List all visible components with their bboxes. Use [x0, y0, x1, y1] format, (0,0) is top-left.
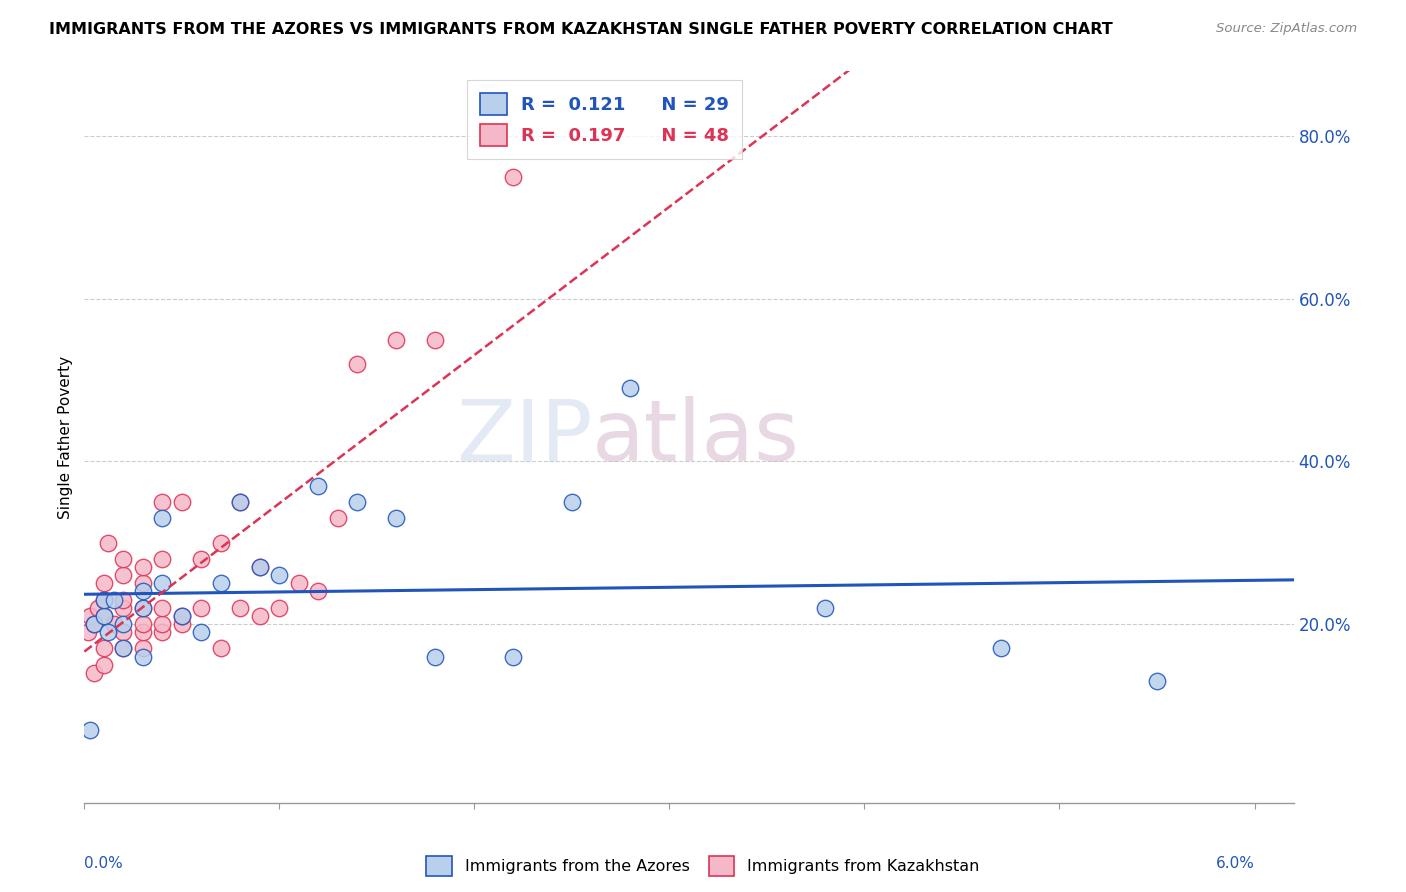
Point [814, 600, 837, 615]
Point [249, 560, 271, 574]
Point [346, 357, 368, 371]
Point [93, 641, 115, 656]
Point [150, 511, 173, 525]
Text: IMMIGRANTS FROM THE AZORES VS IMMIGRANTS FROM KAZAKHSTAN SINGLE FATHER POVERTY C: IMMIGRANTS FROM THE AZORES VS IMMIGRANTS… [49, 22, 1114, 37]
Point [269, 568, 291, 582]
Point [93, 592, 115, 607]
Text: 0.0%: 0.0% [84, 855, 124, 871]
Point [150, 576, 173, 591]
Point [112, 552, 135, 566]
Point [150, 625, 173, 640]
Legend: R =  0.121  N = 29, R =  0.197  N = 48: R = 0.121 N = 29, R = 0.197 N = 48 [467, 80, 742, 159]
Point [87, 600, 110, 615]
Point [425, 333, 447, 347]
Point [385, 511, 408, 525]
Point [112, 641, 135, 656]
Point [77, 625, 100, 640]
Point [112, 625, 135, 640]
Point [990, 641, 1012, 656]
Point [307, 584, 329, 599]
Point [209, 576, 232, 591]
Point [209, 535, 232, 549]
Point [249, 560, 271, 574]
Point [112, 568, 135, 582]
Point [93, 592, 115, 607]
Text: atlas: atlas [592, 395, 800, 479]
Point [93, 608, 115, 623]
Point [79, 723, 101, 737]
Point [150, 617, 173, 632]
Text: 6.0%: 6.0% [1216, 855, 1254, 871]
Point [502, 169, 524, 184]
Point [229, 495, 252, 509]
Point [326, 511, 349, 525]
Point [132, 600, 155, 615]
Y-axis label: Single Father Poverty: Single Father Poverty [58, 356, 73, 518]
Point [269, 600, 291, 615]
Point [97, 535, 120, 549]
Point [502, 649, 524, 664]
Point [132, 649, 155, 664]
Point [83, 665, 105, 680]
Point [346, 495, 368, 509]
Point [103, 617, 125, 632]
Point [288, 576, 311, 591]
Point [132, 560, 155, 574]
Point [190, 600, 212, 615]
Point [112, 617, 135, 632]
Point [93, 608, 115, 623]
Point [150, 600, 173, 615]
Point [249, 608, 271, 623]
Point [112, 592, 135, 607]
Point [132, 600, 155, 615]
Point [170, 608, 193, 623]
Text: ZIP: ZIP [456, 395, 592, 479]
Point [170, 495, 193, 509]
Point [561, 495, 583, 509]
Point [83, 617, 105, 632]
Text: Source: ZipAtlas.com: Source: ZipAtlas.com [1216, 22, 1357, 36]
Point [1146, 673, 1168, 688]
Point [132, 576, 155, 591]
Point [170, 608, 193, 623]
Point [112, 600, 135, 615]
Point [619, 381, 641, 395]
Point [229, 600, 252, 615]
Point [132, 617, 155, 632]
Point [385, 333, 408, 347]
Point [190, 625, 212, 640]
Point [425, 649, 447, 664]
Point [103, 592, 125, 607]
Point [209, 641, 232, 656]
Point [97, 625, 120, 640]
Point [132, 641, 155, 656]
Point [190, 552, 212, 566]
Point [93, 657, 115, 672]
Point [229, 495, 252, 509]
Legend: Immigrants from the Azores, Immigrants from Kazakhstan: Immigrants from the Azores, Immigrants f… [420, 850, 986, 882]
Point [132, 625, 155, 640]
Point [307, 479, 329, 493]
Point [79, 608, 101, 623]
Point [150, 495, 173, 509]
Point [112, 641, 135, 656]
Point [150, 552, 173, 566]
Point [93, 576, 115, 591]
Point [170, 617, 193, 632]
Point [83, 617, 105, 632]
Point [132, 584, 155, 599]
